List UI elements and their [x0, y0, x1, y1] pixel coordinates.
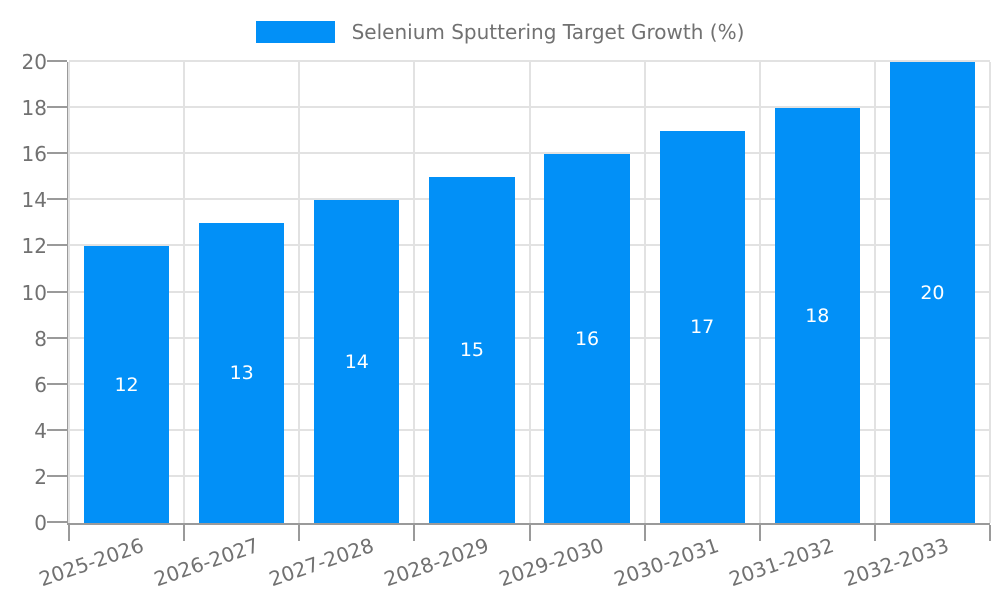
x-tick-label: 2029-2030 [495, 533, 607, 592]
bar-value-label: 14 [344, 350, 369, 373]
x-tick-mark [413, 525, 416, 541]
y-tick-label: 20 [21, 50, 47, 74]
bar: 18 [774, 108, 860, 523]
x-tick-label: 2028-2029 [380, 533, 492, 592]
x-tick-label: 2027-2028 [265, 533, 377, 592]
legend-label: Selenium Sputtering Target Growth (%) [351, 20, 745, 44]
x-tick-label: 2025-2026 [35, 533, 147, 592]
gridline-vertical [68, 62, 70, 523]
y-tick-label: 0 [34, 511, 47, 535]
bar-value-label: 18 [805, 304, 830, 327]
x-tick-mark [68, 525, 70, 541]
gridline-vertical [298, 62, 301, 523]
x-tick-label: 2030-2031 [611, 533, 723, 592]
x-tick-mark [873, 525, 876, 541]
y-tick-mark [47, 336, 67, 339]
bar-value-label: 15 [459, 339, 485, 362]
y-tick-mark [47, 474, 67, 477]
gridline-horizontal [69, 60, 990, 62]
x-tick-label: 2032-2033 [841, 533, 953, 592]
y-tick-mark [47, 521, 67, 523]
bar: 20 [889, 62, 976, 523]
bar-value-label: 17 [690, 316, 715, 339]
y-tick-label: 2 [34, 464, 47, 489]
legend-swatch-icon [255, 21, 335, 43]
bar: 17 [659, 131, 745, 523]
x-tick-mark [528, 525, 531, 541]
bar: 15 [429, 177, 515, 523]
y-tick-label: 16 [21, 142, 47, 167]
bar: 14 [314, 200, 400, 523]
x-tick-mark [643, 525, 646, 541]
x-tick-label: 2031-2032 [726, 533, 838, 592]
y-tick-mark [47, 290, 67, 293]
gridline-vertical [643, 62, 646, 523]
bar: 13 [199, 223, 285, 523]
y-tick-mark [47, 382, 67, 385]
y-tick-mark [47, 152, 67, 155]
bar-value-label: 13 [229, 362, 254, 385]
bar-value-label: 12 [114, 373, 139, 396]
bar-value-label: 16 [574, 327, 600, 350]
gridline-vertical [873, 62, 876, 523]
bar-value-label: 20 [920, 281, 945, 304]
y-tick-label: 8 [34, 326, 47, 351]
x-tick-mark [298, 525, 301, 541]
x-tick-label: 2026-2027 [150, 533, 262, 592]
legend: Selenium Sputtering Target Growth (%) [0, 12, 1000, 52]
gridline-vertical [989, 62, 991, 523]
y-tick-label: 6 [34, 372, 47, 397]
x-tick-mark [989, 525, 991, 541]
y-tick-mark [47, 428, 67, 431]
x-axis-line [67, 523, 990, 525]
bar: 12 [83, 246, 170, 523]
gridline-vertical [183, 62, 186, 523]
y-tick-mark [47, 198, 67, 201]
y-tick-label: 18 [21, 96, 47, 121]
y-tick-mark [47, 60, 67, 62]
plot-area: 12 13 14 15 16 17 18 20 [47, 60, 991, 541]
gridline-vertical [413, 62, 416, 523]
x-tick-mark [183, 525, 186, 541]
y-tick-label: 14 [21, 188, 47, 213]
x-tick-mark [758, 525, 761, 541]
bar: 16 [544, 154, 630, 523]
y-tick-mark [47, 106, 67, 109]
y-tick-mark [47, 244, 67, 247]
gridline-vertical [758, 62, 761, 523]
y-tick-label: 12 [21, 234, 47, 259]
y-tick-label: 4 [34, 418, 47, 443]
gridline-vertical [528, 62, 531, 523]
y-tick-label: 10 [21, 280, 47, 305]
